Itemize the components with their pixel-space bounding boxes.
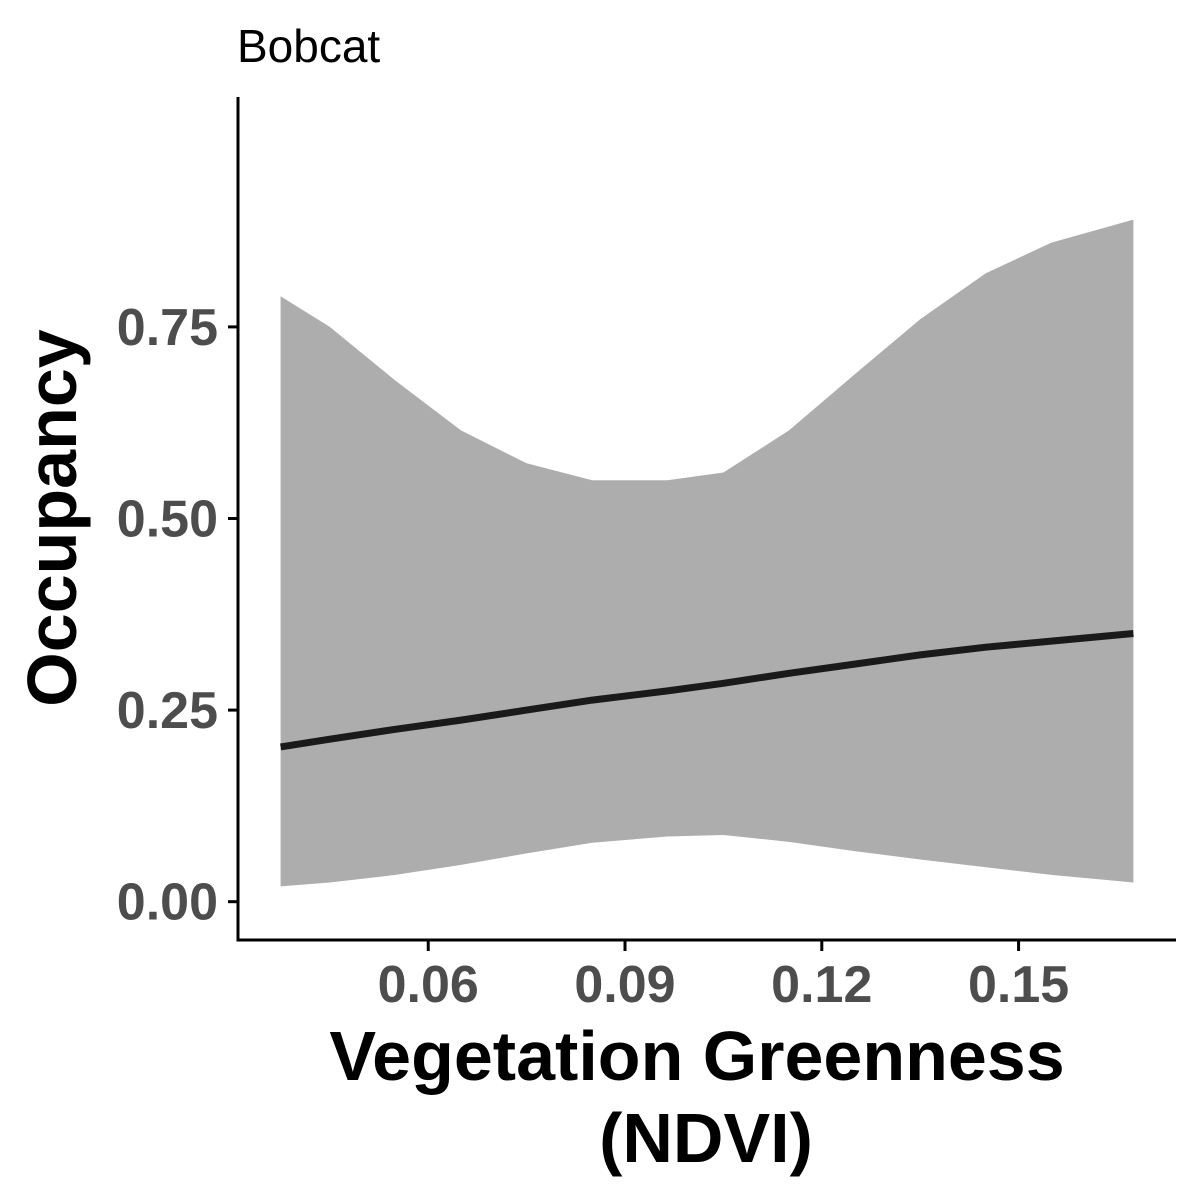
x-axis-ticks: 0.06 0.09 0.12 0.15 — [378, 940, 1069, 1014]
x-tick-label: 0.12 — [771, 956, 872, 1014]
x-tick-label: 0.09 — [574, 956, 675, 1014]
y-tick-label: 0.75 — [117, 299, 218, 357]
confidence-ribbon — [280, 219, 1134, 887]
y-axis-title: Occupancy — [13, 329, 91, 706]
plot-area — [280, 219, 1134, 887]
x-tick-label: 0.15 — [968, 956, 1069, 1014]
x-tick-label: 0.06 — [378, 956, 479, 1014]
x-axis-title-line-2: (NDVI) — [599, 1099, 813, 1177]
y-tick-label: 0.50 — [117, 491, 218, 549]
y-tick-label: 0.25 — [117, 682, 218, 740]
y-tick-label: 0.00 — [117, 874, 218, 932]
x-axis-title-line-1: Vegetation Greenness — [329, 1017, 1064, 1095]
chart-title: Bobcat — [237, 20, 380, 72]
y-axis-ticks: 0.00 0.25 0.50 0.75 — [117, 299, 238, 932]
fitted-line — [280, 630, 1134, 751]
